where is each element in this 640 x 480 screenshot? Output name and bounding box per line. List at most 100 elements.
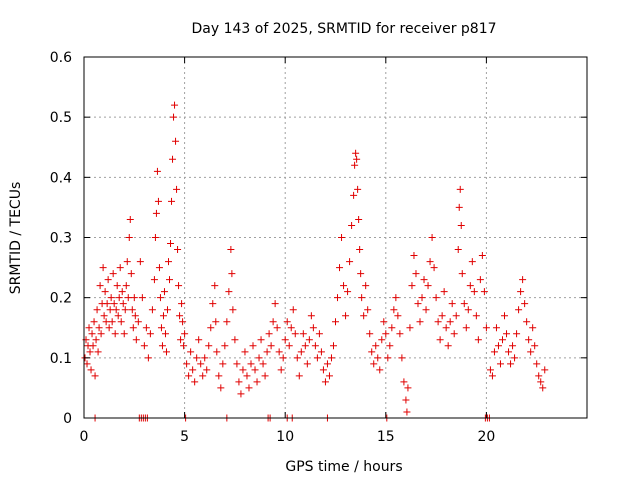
data-point	[351, 161, 359, 169]
data-point	[152, 209, 160, 217]
data-point	[424, 282, 432, 290]
data-point	[105, 324, 113, 332]
data-point	[114, 312, 122, 320]
data-point	[293, 354, 301, 362]
data-point	[496, 360, 504, 368]
data-point	[269, 318, 277, 326]
data-point	[189, 366, 197, 374]
y-tick-label: 0.3	[50, 231, 72, 247]
data-point	[273, 324, 281, 332]
data-point	[130, 294, 138, 302]
data-point	[87, 366, 95, 374]
x-tick-label: 5	[180, 429, 189, 445]
data-point	[94, 348, 102, 356]
data-point	[161, 330, 169, 338]
data-point	[422, 306, 430, 314]
data-point	[227, 246, 235, 254]
data-point	[344, 288, 352, 296]
data-point	[355, 215, 363, 223]
data-point	[482, 324, 490, 332]
data-point	[134, 318, 142, 326]
data-point	[156, 294, 164, 302]
data-point	[88, 330, 96, 338]
data-point	[353, 155, 361, 163]
data-point	[174, 246, 182, 254]
data-point	[390, 306, 398, 314]
data-point	[515, 306, 523, 314]
data-point	[177, 336, 185, 344]
data-point	[311, 342, 319, 350]
data-point	[160, 288, 168, 296]
data-point	[195, 336, 203, 344]
data-point	[168, 197, 176, 205]
y-tick-label: 0.5	[50, 110, 72, 126]
y-axis-ticks: 0 0.1 0.2 0.3 0.4 0.5 0.6	[50, 50, 587, 427]
data-point	[235, 378, 243, 386]
y-tick-label: 0.2	[50, 291, 72, 307]
data-point	[128, 306, 136, 314]
data-point	[340, 282, 348, 290]
x-tick-label: 20	[477, 429, 495, 445]
data-point	[221, 342, 229, 350]
data-point	[376, 366, 384, 374]
data-point	[468, 258, 476, 266]
data-point	[285, 342, 293, 350]
data-point	[165, 258, 173, 266]
data-point	[503, 330, 511, 338]
data-point	[106, 306, 114, 314]
data-point	[455, 203, 463, 211]
data-point	[327, 354, 335, 362]
data-point	[102, 318, 110, 326]
data-point	[513, 330, 521, 338]
data-point	[329, 342, 337, 350]
y-tick-label: 0.6	[50, 50, 72, 66]
data-point	[99, 264, 107, 272]
y-tick-label: 0.1	[50, 351, 72, 367]
data-point	[317, 348, 325, 356]
data-point	[151, 234, 159, 241]
data-point	[521, 300, 529, 308]
data-point	[364, 306, 372, 314]
data-point	[450, 330, 458, 338]
data-point	[261, 372, 269, 380]
data-point	[299, 330, 307, 338]
data-point	[154, 197, 162, 205]
data-point	[257, 336, 265, 344]
data-point	[529, 324, 537, 332]
data-point	[295, 372, 303, 380]
data-point	[507, 360, 515, 368]
data-point	[187, 348, 195, 356]
data-point	[120, 330, 128, 338]
data-point	[523, 318, 531, 326]
data-point	[116, 264, 124, 272]
data-point	[457, 221, 465, 229]
data-point	[448, 300, 456, 308]
data-point	[442, 324, 450, 332]
data-point	[239, 366, 247, 374]
data-point	[170, 113, 178, 121]
data-point	[185, 372, 193, 380]
data-point	[319, 366, 327, 374]
data-point	[89, 342, 97, 350]
data-point	[96, 282, 104, 290]
data-point	[533, 360, 541, 368]
data-point	[217, 384, 225, 392]
chart-title: Day 143 of 2025, SRMTID for receiver p81…	[191, 21, 496, 37]
data-point	[211, 282, 219, 290]
data-point	[183, 360, 191, 368]
data-point	[275, 348, 283, 356]
data-point	[498, 336, 506, 344]
data-point	[203, 366, 211, 374]
data-point	[436, 336, 444, 344]
data-point	[307, 312, 315, 320]
data-point	[478, 252, 486, 260]
data-point	[511, 354, 519, 362]
data-point	[247, 360, 255, 368]
data-point	[488, 372, 496, 380]
data-point	[541, 366, 549, 374]
data-point	[83, 360, 91, 368]
data-point	[332, 318, 339, 326]
data-point	[129, 324, 137, 332]
x-tick-label: 0	[80, 429, 89, 445]
